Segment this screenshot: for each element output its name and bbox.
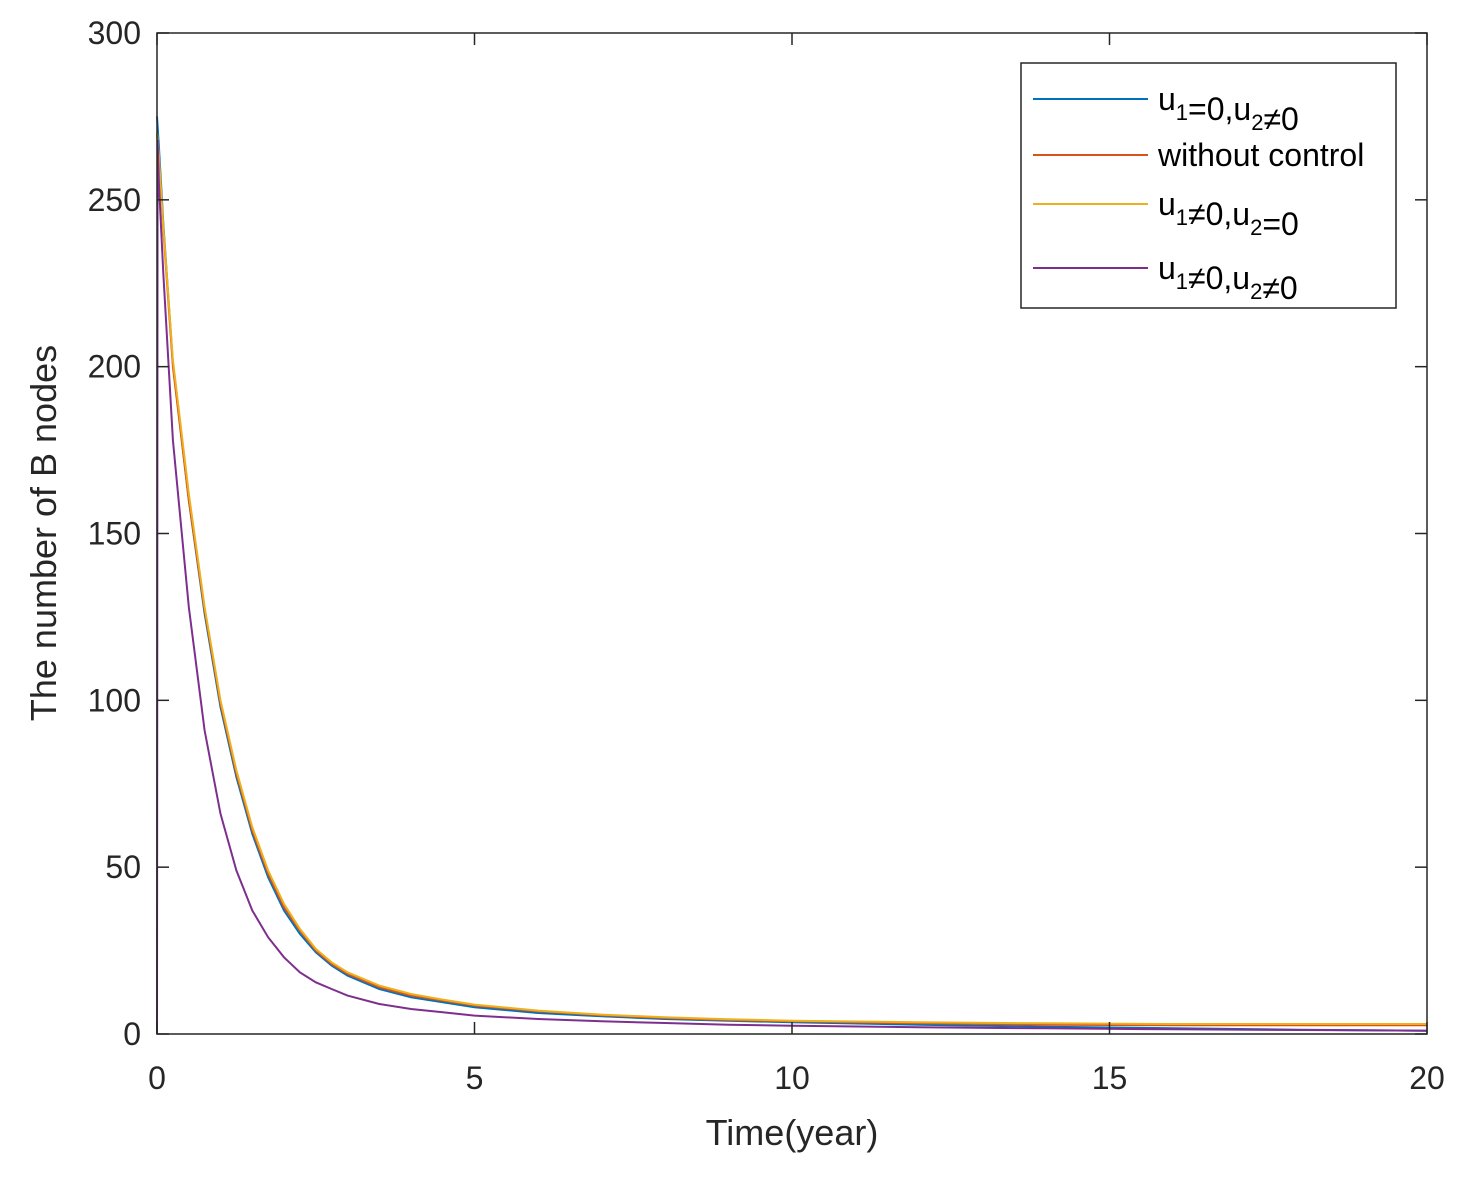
y-tick-label: 150 <box>88 516 141 552</box>
y-tick-label: 200 <box>88 349 141 385</box>
x-axis-label: Time(year) <box>706 1112 879 1153</box>
series-line-3 <box>156 133 1427 1025</box>
series-line-4 <box>156 139 1428 1035</box>
y-tick-label: 50 <box>105 849 141 885</box>
x-tick-label: 20 <box>1409 1060 1445 1096</box>
y-axis-label: The number of B nodes <box>23 345 64 721</box>
x-tick-label: 10 <box>774 1060 810 1096</box>
x-tick-label: 0 <box>148 1060 166 1096</box>
legend-label-2: without control <box>1157 137 1364 173</box>
y-tick-label: 100 <box>88 682 141 718</box>
legend-label-4: u1≠0,u2≠0 <box>1158 250 1298 306</box>
x-tick-label: 5 <box>466 1060 484 1096</box>
series-layer <box>156 116 1428 1035</box>
y-tick-label: 250 <box>88 182 141 218</box>
legend-label-1: u1=0,u2≠0 <box>1158 81 1299 137</box>
x-tick-label: 15 <box>1092 1060 1128 1096</box>
y-tick-label: 300 <box>88 15 141 51</box>
y-tick-label: 0 <box>123 1016 141 1052</box>
legend-label-3: u1≠0,u2=0 <box>1158 186 1299 242</box>
